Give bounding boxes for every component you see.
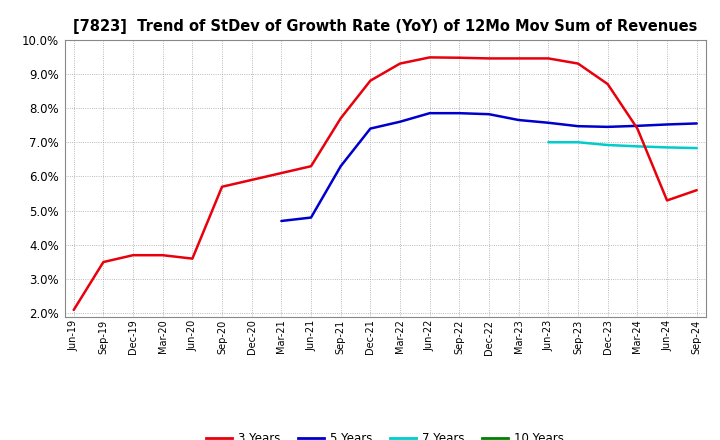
Legend: 3 Years, 5 Years, 7 Years, 10 Years: 3 Years, 5 Years, 7 Years, 10 Years <box>202 427 569 440</box>
Title: [7823]  Trend of StDev of Growth Rate (YoY) of 12Mo Mov Sum of Revenues: [7823] Trend of StDev of Growth Rate (Yo… <box>73 19 698 34</box>
